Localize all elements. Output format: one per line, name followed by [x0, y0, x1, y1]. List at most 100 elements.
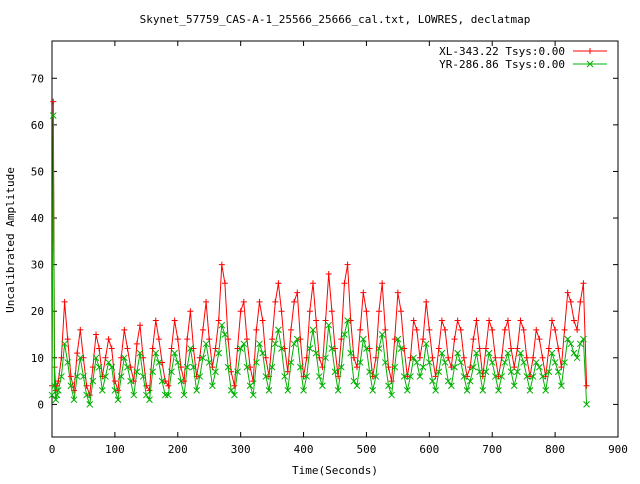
data-point [533, 326, 540, 333]
data-point [294, 289, 301, 296]
data-point [105, 359, 112, 366]
data-point [438, 317, 445, 324]
data-point [419, 363, 427, 371]
y-tick-label: 60 [31, 119, 44, 132]
data-point [184, 336, 191, 343]
data-point [196, 373, 204, 380]
data-point [164, 391, 172, 399]
data-point [539, 373, 546, 380]
data-point [536, 336, 543, 343]
data-point [180, 391, 188, 399]
data-point [580, 335, 587, 343]
data-point [111, 387, 119, 394]
data-point [479, 387, 487, 394]
data-point [495, 387, 502, 394]
data-point [271, 340, 279, 348]
data-point [577, 298, 584, 305]
data-point [520, 326, 527, 333]
data-point [460, 373, 468, 380]
y-tick-label: 70 [31, 72, 44, 85]
data-point [92, 354, 100, 362]
data-point [580, 280, 587, 287]
data-point [80, 354, 87, 361]
data-point [168, 368, 175, 376]
data-point [548, 317, 555, 324]
legend-marker [586, 60, 594, 68]
x-tick-label: 300 [231, 443, 251, 456]
data-point [551, 359, 559, 366]
data-point [234, 345, 241, 352]
data-point [253, 359, 260, 366]
data-point [199, 326, 206, 333]
data-point [64, 359, 72, 366]
data-point [457, 326, 464, 333]
data-point [517, 317, 524, 324]
data-point [523, 373, 531, 380]
data-point [187, 308, 194, 315]
data-point [265, 387, 273, 394]
data-point [357, 326, 364, 333]
data-point [495, 373, 502, 380]
data-point [161, 391, 169, 399]
data-point [454, 349, 461, 357]
data-point [58, 373, 65, 380]
data-point [372, 373, 380, 380]
y-tick-label: 20 [31, 305, 44, 318]
data-point [121, 326, 128, 333]
data-point [306, 345, 314, 352]
data-point [218, 321, 226, 329]
data-point [435, 368, 443, 376]
x-tick-label: 700 [482, 443, 502, 456]
data-point [171, 349, 178, 357]
data-point [398, 308, 405, 315]
data-point [485, 349, 493, 357]
data-point [381, 359, 389, 366]
data-point [187, 345, 194, 352]
data-point [133, 368, 141, 376]
y-axis-label: Uncalibrated Amplitude [4, 167, 17, 313]
data-point [111, 378, 118, 385]
data-point [570, 349, 578, 357]
data-point [120, 354, 128, 362]
data-point [268, 363, 276, 371]
data-point [212, 368, 219, 376]
data-point [564, 289, 571, 296]
data-point [224, 363, 232, 371]
data-point [303, 373, 311, 380]
data-point [486, 317, 493, 324]
data-point [256, 340, 263, 348]
data-point [573, 354, 581, 362]
data-point [291, 298, 298, 305]
data-point [529, 373, 537, 380]
x-tick-label: 900 [608, 443, 628, 456]
data-point [240, 298, 247, 305]
data-point [48, 391, 56, 399]
series-layer [48, 98, 590, 408]
data-point [130, 391, 138, 399]
data-point [567, 298, 574, 305]
data-point [146, 396, 153, 404]
axes: 0 100 200 300 400 500 600 700 800 900 0 10 20 30 40 50 6… [31, 41, 628, 456]
x-tick-label: 0 [49, 443, 56, 456]
data-point [554, 368, 562, 376]
data-point [391, 363, 399, 371]
data-point [583, 401, 590, 408]
data-point [514, 368, 521, 376]
data-point [526, 373, 533, 380]
x-tick-label: 200 [168, 443, 188, 456]
data-point [325, 321, 333, 329]
data-point [576, 340, 584, 348]
data-point [379, 280, 386, 287]
data-point [334, 387, 342, 394]
data-point [341, 331, 348, 338]
data-point [237, 308, 244, 315]
data-point [124, 345, 131, 352]
data-point [108, 345, 115, 352]
data-point [366, 368, 373, 376]
data-point [259, 349, 267, 357]
data-point [61, 298, 68, 305]
data-point [397, 345, 405, 352]
data-point [498, 373, 506, 380]
data-point [183, 363, 191, 371]
